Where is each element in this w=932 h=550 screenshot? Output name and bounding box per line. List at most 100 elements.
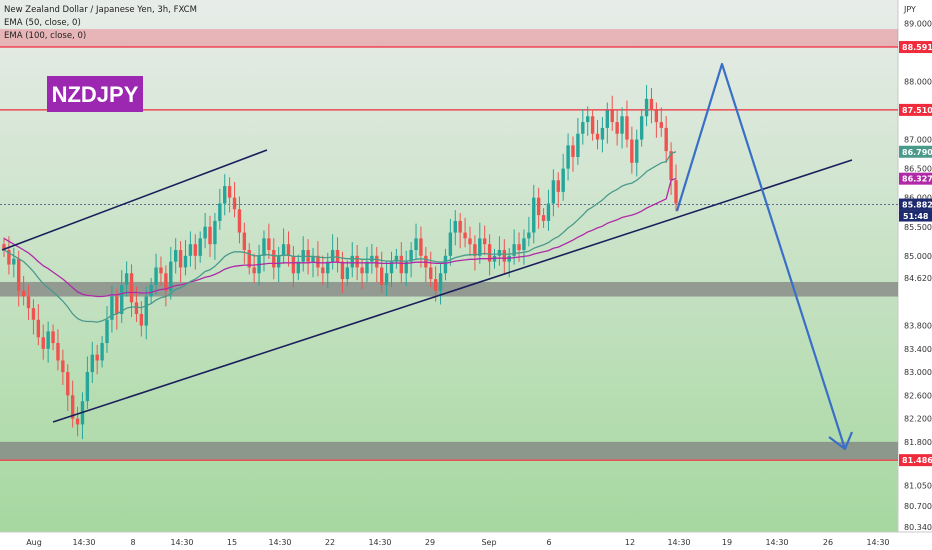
candle: [522, 229, 526, 265]
ema100-legend[interactable]: EMA (100, close, 0): [4, 31, 86, 41]
candle-body: [394, 255, 399, 262]
candle: [183, 240, 188, 276]
time-tick-label: 14:30: [765, 538, 788, 547]
candle: [536, 187, 541, 229]
time-tick-label: 14:30: [866, 538, 889, 547]
price-tag-bg: [899, 172, 932, 185]
candle: [105, 306, 109, 353]
price-tick-label: 88.000: [904, 77, 932, 86]
symbol-badge-label: NZDJPY: [52, 82, 139, 107]
candle: [394, 248, 399, 269]
candle: [21, 275, 26, 306]
time-tick-label: 29: [425, 538, 435, 547]
time-axis-ticks: Aug 14:30 8 14:30 15 14:30 22 14:30 29 Sep 6 12 14:3…: [26, 538, 889, 547]
price-tick-label: 84.620: [904, 274, 932, 283]
ema50-legend[interactable]: EMA (50, close, 0): [4, 18, 81, 28]
price-tag[interactable]: 86.327: [899, 172, 932, 185]
candle-body: [659, 122, 663, 128]
candle: [438, 263, 443, 305]
candle: [414, 223, 418, 259]
candle-body: [615, 122, 619, 134]
candle-body: [110, 296, 114, 320]
candle: [375, 246, 379, 283]
candle: [615, 110, 619, 146]
candle-body: [311, 255, 315, 262]
candle: [576, 118, 580, 165]
time-tick-label: 12: [625, 538, 635, 547]
candle: [110, 285, 114, 333]
price-tick-label: 83.800: [904, 322, 932, 331]
candle: [36, 304, 41, 346]
candle: [561, 153, 565, 201]
candle: [497, 236, 502, 266]
candle-body: [7, 250, 11, 265]
price-tag[interactable]: 85.882 51:48: [899, 198, 932, 222]
candle-body: [335, 250, 340, 262]
candle-body: [198, 238, 202, 256]
lower-channel-line[interactable]: [52, 159, 853, 423]
price-tick-label: 80.340: [904, 523, 932, 532]
candle: [448, 218, 453, 266]
zone-resistance-0[interactable]: [0, 29, 898, 48]
candle: [281, 228, 286, 264]
projection-arrow[interactable]: [675, 62, 847, 450]
candle-body: [281, 244, 286, 256]
candle: [463, 217, 467, 248]
zone-support-1[interactable]: [0, 281, 898, 297]
candle-body: [2, 244, 6, 251]
price-tag[interactable]: 81.486: [899, 454, 932, 467]
candle-body: [213, 220, 217, 245]
price-tick-label: 85.500: [904, 223, 932, 232]
candle-body: [350, 255, 354, 268]
candle: [17, 250, 21, 307]
candle-body: [404, 261, 408, 274]
candle: [639, 109, 644, 147]
candle-body: [365, 261, 369, 274]
candle: [600, 117, 605, 153]
candle-body: [291, 255, 296, 274]
symbol-badge[interactable]: NZDJPY: [47, 76, 143, 112]
candle: [95, 344, 99, 375]
candle-body: [188, 244, 193, 256]
candle: [551, 169, 556, 217]
candle-body: [664, 127, 668, 152]
zones-layer: [0, 29, 898, 460]
candle-body: [242, 232, 247, 251]
candle: [296, 254, 301, 281]
candle: [620, 107, 624, 149]
price-tag[interactable]: 87.510: [899, 103, 932, 116]
candle-body: [321, 267, 325, 274]
candle: [237, 196, 242, 244]
candle-body: [448, 232, 453, 256]
candle: [330, 234, 335, 270]
candle: [443, 248, 448, 281]
candle-body: [144, 296, 148, 326]
candle-body: [541, 215, 546, 221]
candle: [262, 230, 266, 272]
candle-body: [267, 238, 271, 251]
upper-channel-line[interactable]: [1, 149, 268, 251]
ema50-line[interactable]: [3, 151, 677, 323]
candle-body: [600, 127, 605, 140]
candle: [252, 253, 256, 284]
candle-body: [610, 110, 614, 123]
zone-support-2[interactable]: [0, 441, 898, 460]
candle-body: [536, 197, 541, 216]
time-tick-label: 14:30: [72, 538, 95, 547]
candle: [556, 172, 560, 208]
ema100-line[interactable]: [3, 177, 677, 298]
candle-body: [375, 255, 379, 268]
candle-body: [453, 220, 457, 233]
price-tag[interactable]: 88.591: [899, 41, 932, 54]
candle-body: [433, 279, 438, 291]
currency-label: JPY: [903, 5, 916, 14]
candle: [409, 242, 413, 278]
candle: [605, 102, 610, 144]
candle: [453, 210, 457, 246]
candle-body: [134, 302, 139, 314]
candle: [483, 225, 487, 256]
candle-body: [571, 145, 575, 157]
price-tag[interactable]: 86.790: [899, 145, 932, 158]
candle: [419, 226, 423, 268]
candle-body: [566, 145, 570, 169]
